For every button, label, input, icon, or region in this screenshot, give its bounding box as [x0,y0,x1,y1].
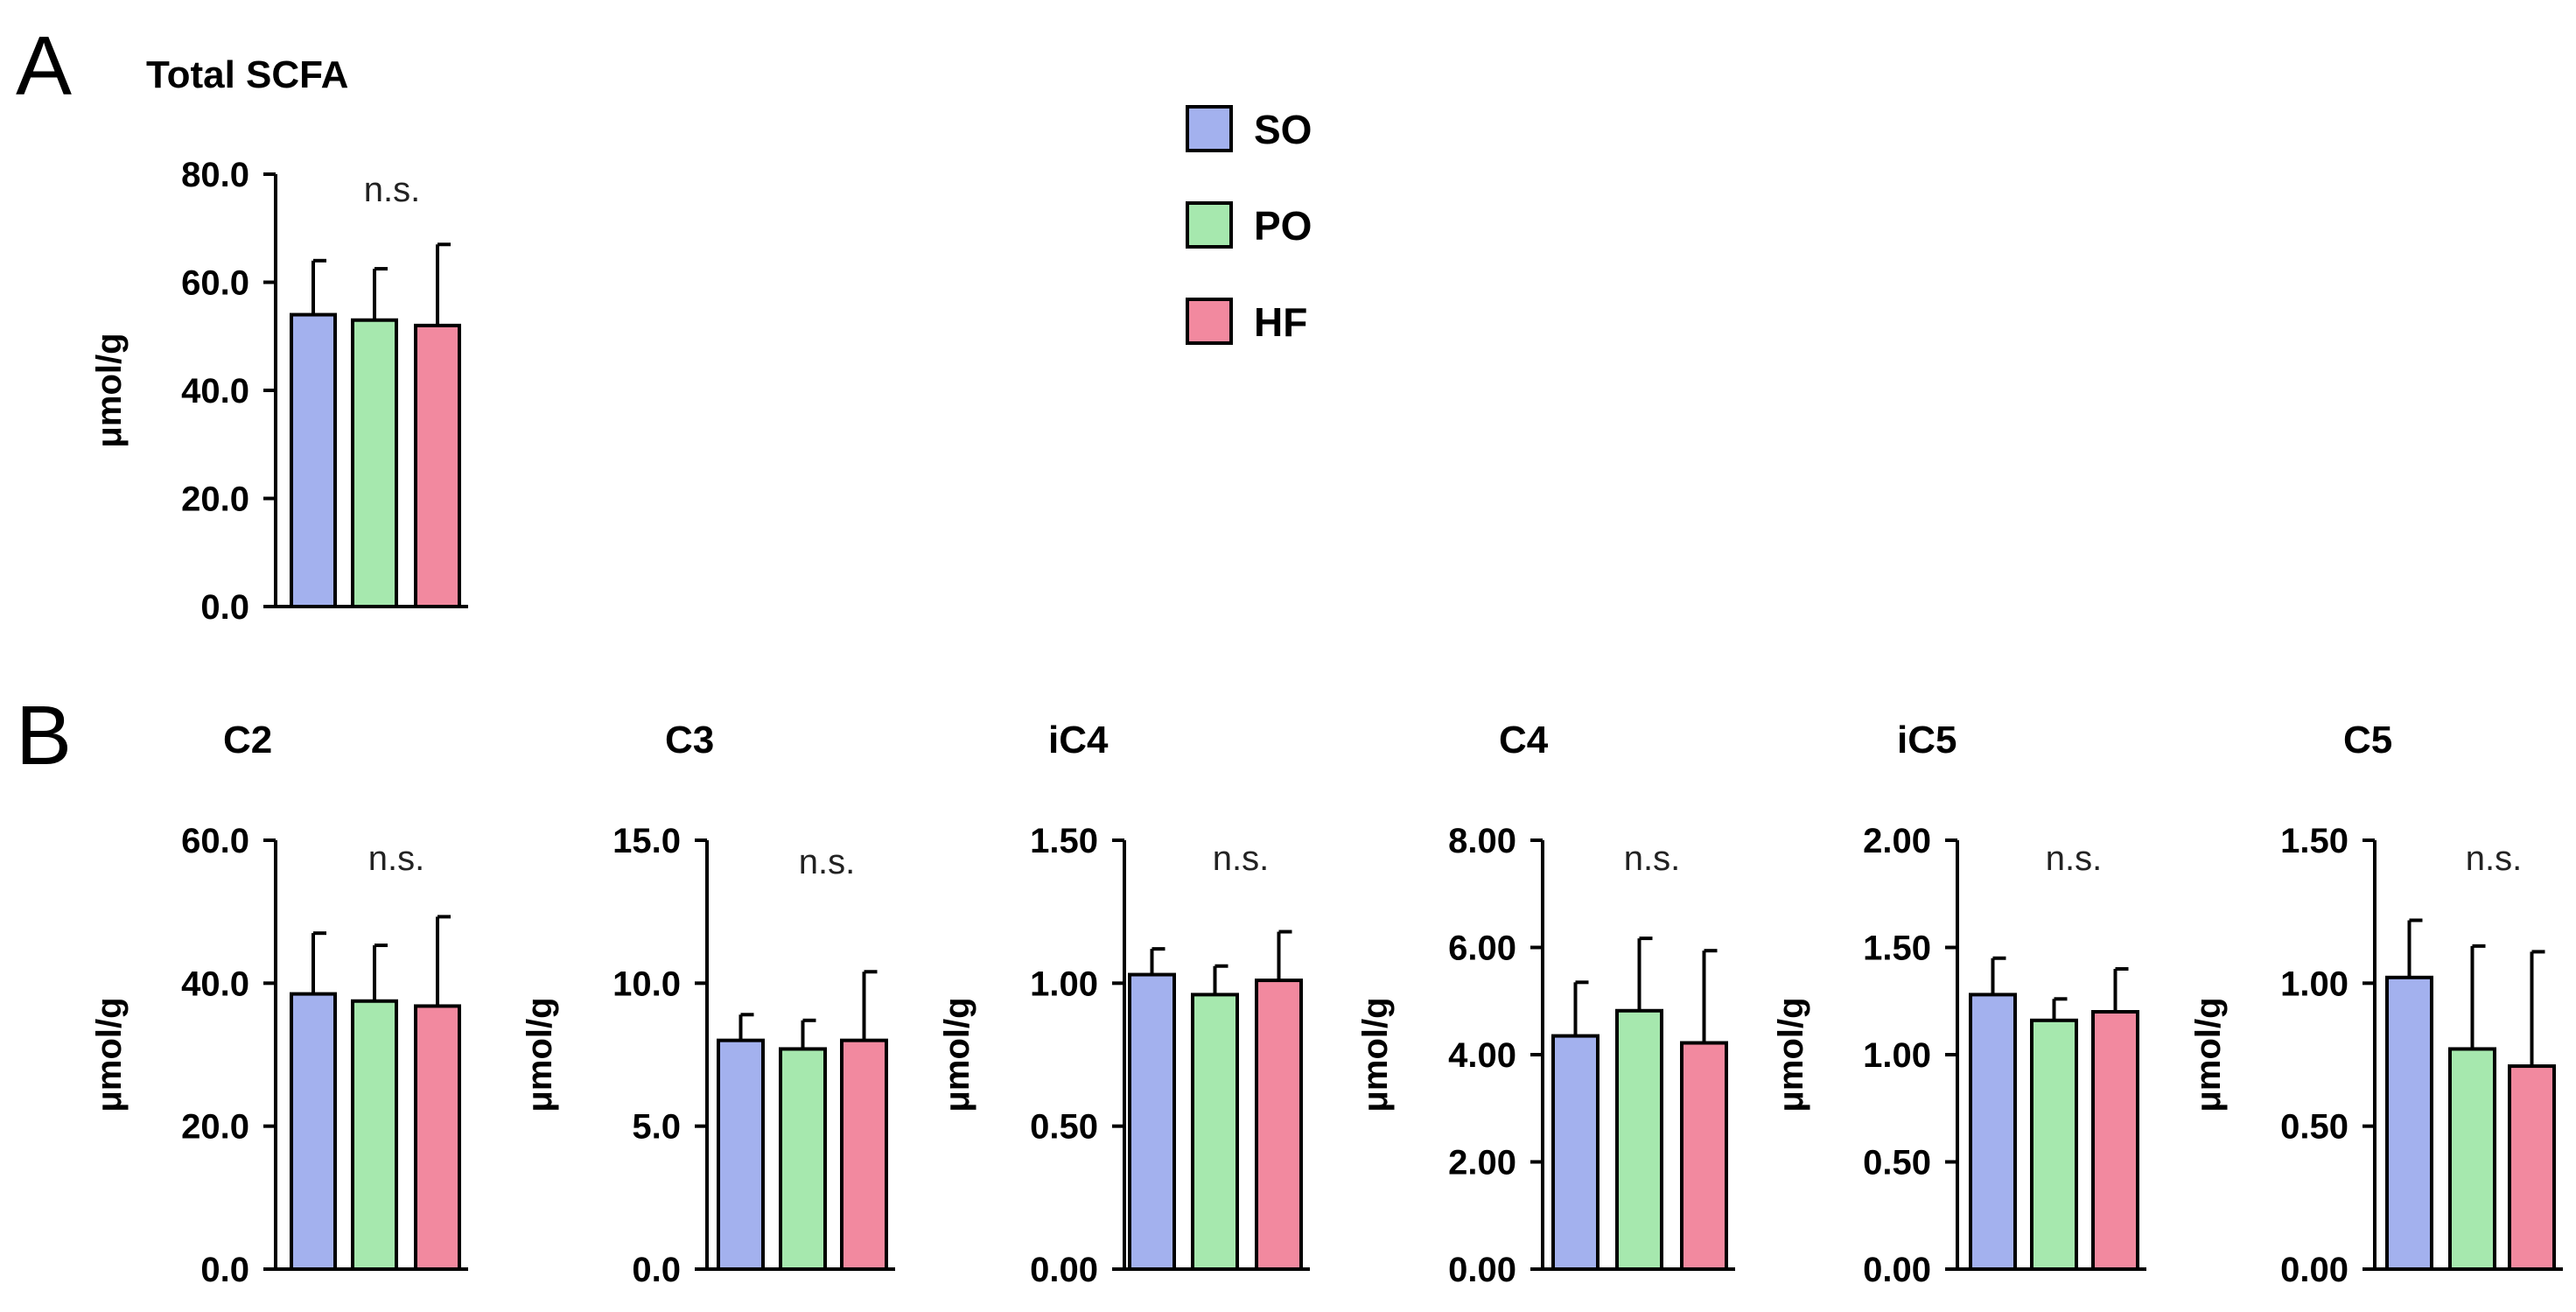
y-tick-label: 4.00 [1448,1036,1516,1075]
legend-swatch-po [1186,201,1233,249]
y-tick-label: 1.50 [1863,930,1931,968]
y-tick-label: 1.00 [1030,965,1098,1003]
chart-total-scfa: Total SCFA 0.0 20.0 40.0 60.0 80.0 μmol/g n.s. [90,53,468,627]
chart-title: C4 [1499,719,1549,761]
significance-label: n.s. [368,839,424,878]
legend-label-hf: HF [1254,299,1307,345]
bar-so [1551,1034,1600,1271]
bar-so [290,312,337,608]
y-tick-label: 20.0 [181,1108,249,1147]
y-tick-label: 0.00 [1030,1251,1098,1289]
y-tick-label: 0.50 [1030,1108,1098,1147]
y-tick-label: 80.0 [181,156,249,194]
y-tick-label: 6.00 [1448,930,1516,968]
bar-so [717,1038,765,1271]
y-tick-label: 1.00 [1863,1036,1931,1075]
bar-hf [840,1038,888,1271]
chart-c3: C3 0.0 5.0 10.0 15.0 μmol/g n.s. [521,719,895,1289]
bar-hf [414,1004,461,1271]
y-axis-label: μmol/g [521,997,559,1112]
chart-ic4: iC4 0.00 0.50 1.00 1.50 μmol/g n.s. [938,719,1310,1289]
y-tick-label: 0.0 [632,1251,681,1289]
chart-c5: C5 0.00 0.50 1.00 1.50 μmol/g n.s. [2189,719,2563,1289]
legend: SO PO HF [1186,105,1312,345]
bar-hf [414,323,461,608]
y-tick-label: 1.50 [1030,822,1098,860]
y-tick-label: 0.50 [1863,1144,1931,1182]
y-tick-label: 0.0 [200,588,249,627]
chart-ic5: iC5 0.00 0.50 1.00 1.50 2.00 μmol/g n.s. [1772,719,2146,1289]
y-axis-label: μmol/g [1356,997,1395,1112]
y-tick-label: 40.0 [181,965,249,1003]
y-tick-label: 60.0 [181,822,249,860]
bar-hf [2508,1064,2556,1271]
y-tick-label: 8.00 [1448,822,1516,860]
chart-title: C3 [665,719,714,761]
bar-po [351,999,398,1271]
y-tick-label: 0.00 [1448,1251,1516,1289]
chart-title: Total SCFA [146,53,348,96]
significance-label: n.s. [1624,839,1680,878]
y-tick-label: 1.50 [2280,822,2348,860]
significance-label: n.s. [364,171,420,209]
y-axis-label: μmol/g [938,997,976,1112]
legend-label-so: SO [1254,107,1312,152]
bar-po [779,1047,827,1272]
panel-letter-b: B [16,689,72,782]
legend-swatch-so [1186,105,1233,152]
legend-label-po: PO [1254,203,1312,249]
significance-label: n.s. [2046,839,2102,878]
y-tick-label: 0.00 [1863,1251,1931,1289]
chart-title: iC5 [1897,719,1956,761]
significance-label: n.s. [799,843,855,881]
bar-hf [2091,1010,2139,1271]
chart-c2: C2 0.0 20.0 40.0 60.0 μmol/g n.s. [90,719,468,1289]
significance-label: n.s. [2466,839,2522,878]
panel-letter-a: A [16,19,72,113]
chart-title: iC4 [1048,719,1109,761]
y-tick-label: 1.00 [2280,965,2348,1003]
y-axis-label: μmol/g [1772,997,1810,1112]
y-tick-label: 0.50 [2280,1108,2348,1147]
y-axis-label: μmol/g [90,333,129,447]
y-tick-label: 10.0 [612,965,681,1003]
bar-so [1969,993,2017,1272]
bar-po [351,318,398,608]
y-tick-label: 0.0 [200,1251,249,1289]
bar-so [2385,975,2433,1272]
y-tick-label: 15.0 [612,822,681,860]
bar-po [2030,1018,2078,1272]
bar-po [1615,1008,1663,1272]
bar-po [2448,1047,2496,1272]
y-tick-label: 20.0 [181,481,249,519]
legend-swatch-hf [1186,298,1233,345]
bar-so [290,992,337,1272]
chart-title: C5 [2343,719,2392,761]
chart-c4: C4 0.00 2.00 4.00 6.00 8.00 μmol/g n.s. [1356,719,1735,1289]
bar-hf [1680,1041,1728,1272]
y-tick-label: 0.00 [2280,1251,2348,1289]
charts: Total SCFA0.020.040.060.080.0μmol/gn.s.C… [90,53,2563,1289]
y-tick-label: 60.0 [181,264,249,303]
y-axis-label: μmol/g [90,997,129,1112]
y-tick-label: 2.00 [1448,1144,1516,1182]
y-tick-label: 40.0 [181,372,249,410]
y-tick-label: 5.0 [632,1108,681,1147]
bar-po [1191,993,1239,1272]
chart-title: C2 [223,719,272,761]
y-axis-label: μmol/g [2189,997,2228,1112]
y-tick-label: 2.00 [1863,822,1931,860]
bar-so [1128,972,1176,1271]
significance-label: n.s. [1213,839,1269,878]
bar-hf [1255,979,1303,1271]
